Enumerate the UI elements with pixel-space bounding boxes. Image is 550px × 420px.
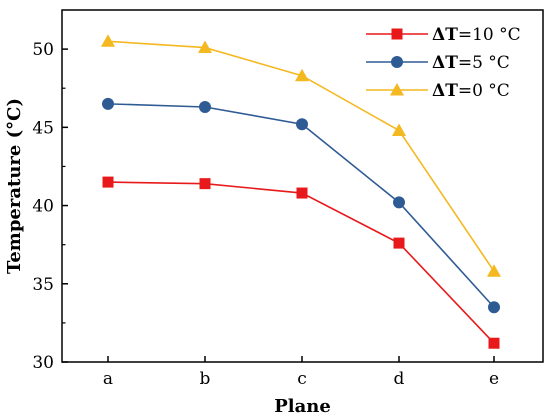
x-tick-label: d xyxy=(394,369,405,389)
legend-label: ΔT=5 °C xyxy=(432,53,510,73)
data-point xyxy=(102,176,114,188)
data-point xyxy=(488,337,500,349)
legend: ΔT=10 °CΔT=5 °CΔT=0 °C xyxy=(366,25,521,101)
y-tick-label: 50 xyxy=(32,40,54,60)
data-point xyxy=(199,178,211,190)
data-point xyxy=(295,68,309,82)
legend-item: ΔT=5 °C xyxy=(366,53,510,73)
series-layer xyxy=(101,34,501,349)
x-tick-label: e xyxy=(489,369,499,389)
data-point xyxy=(296,187,308,199)
legend-item: ΔT=10 °C xyxy=(366,25,521,45)
series-line xyxy=(107,103,495,308)
y-tick-label: 35 xyxy=(32,275,54,295)
y-axis-title: Temperature (°C) xyxy=(4,98,25,274)
data-point xyxy=(198,40,212,54)
data-point xyxy=(393,237,405,249)
legend-label-prefix: ΔT xyxy=(432,53,458,73)
series-0 xyxy=(102,176,500,349)
data-point xyxy=(296,118,308,131)
legend-marker xyxy=(391,28,403,40)
data-point xyxy=(487,264,501,277)
x-axis-title: Plane xyxy=(274,396,331,417)
legend-label: ΔT=10 °C xyxy=(432,25,521,45)
legend-marker xyxy=(391,56,403,68)
legend-label-suffix: =5 °C xyxy=(458,53,510,73)
data-point xyxy=(102,97,114,110)
y-tick-label: 45 xyxy=(32,118,54,138)
x-tick-label: a xyxy=(103,369,113,389)
y-tick-label: 40 xyxy=(32,197,54,217)
data-point xyxy=(199,100,211,113)
legend-label: ΔT=0 °C xyxy=(432,81,510,101)
series-2 xyxy=(101,34,501,277)
legend-label-suffix: =10 °C xyxy=(458,25,521,45)
x-tick-label: b xyxy=(200,369,211,389)
legend-item: ΔT=0 °C xyxy=(366,81,510,101)
x-tick-label: c xyxy=(297,369,307,389)
axis-layer: 30 35 40 45 50 a b c d e xyxy=(32,40,499,389)
series-1 xyxy=(102,97,500,314)
data-point xyxy=(392,123,406,136)
legend-label-suffix: =0 °C xyxy=(458,81,510,101)
series-line xyxy=(107,181,495,344)
legend-label-prefix: ΔT xyxy=(432,81,458,101)
data-point xyxy=(488,301,500,314)
y-tick-label: 30 xyxy=(32,353,54,373)
legend-label-prefix: ΔT xyxy=(432,25,458,45)
data-point xyxy=(101,34,115,47)
data-point xyxy=(393,196,405,209)
legend-marker xyxy=(390,83,404,96)
